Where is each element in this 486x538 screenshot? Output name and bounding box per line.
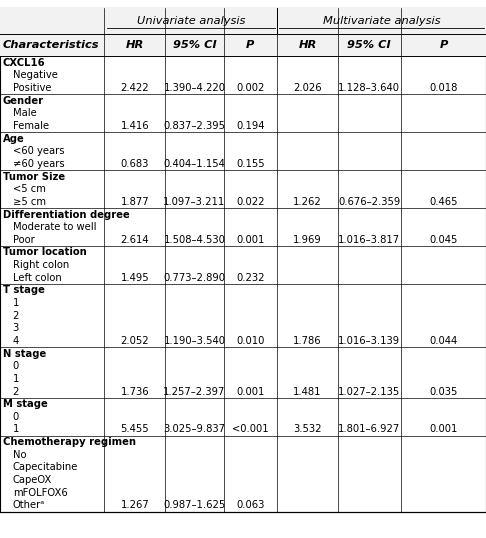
Text: 0.194: 0.194 [236,121,264,131]
Text: 1.257–2.397: 1.257–2.397 [163,386,226,397]
Text: 95% CI: 95% CI [173,40,216,50]
Text: Poor: Poor [13,235,35,245]
Text: 0.010: 0.010 [236,336,264,346]
Text: 2.614: 2.614 [121,235,149,245]
Text: 0.837–2.395: 0.837–2.395 [163,121,226,131]
Text: 3: 3 [13,323,19,334]
Text: 0: 0 [13,361,19,371]
Text: 3.532: 3.532 [293,424,322,435]
Text: 1.877: 1.877 [121,197,149,207]
Text: ≠60 years: ≠60 years [13,159,64,169]
Text: 5.455: 5.455 [121,424,149,435]
Text: 2.422: 2.422 [121,83,149,93]
Text: M stage: M stage [3,399,48,409]
Text: T stage: T stage [3,285,45,295]
Text: 1.016–3.817: 1.016–3.817 [338,235,400,245]
Text: Moderate to well: Moderate to well [13,222,96,232]
Text: 1.736: 1.736 [121,386,149,397]
Text: CXCL16: CXCL16 [3,58,46,68]
Text: 0.045: 0.045 [429,235,458,245]
Text: 0.001: 0.001 [236,235,264,245]
Text: 0.404–1.154: 0.404–1.154 [163,159,226,169]
Text: 0.683: 0.683 [121,159,149,169]
Text: 1.969: 1.969 [293,235,322,245]
Text: 0.001: 0.001 [236,386,264,397]
Text: 1.481: 1.481 [293,386,322,397]
Text: 3.025–9.837: 3.025–9.837 [163,424,226,435]
Text: No: No [13,450,26,460]
Text: 1.190–3.540: 1.190–3.540 [163,336,226,346]
Text: 0: 0 [13,412,19,422]
Text: Differentiation degree: Differentiation degree [3,209,130,220]
Text: Characteristics: Characteristics [2,40,99,50]
Text: 0.002: 0.002 [236,83,264,93]
Text: 1: 1 [13,424,19,435]
Text: 1.262: 1.262 [293,197,322,207]
Text: 0.044: 0.044 [429,336,458,346]
Text: 2.026: 2.026 [293,83,322,93]
Text: Gender: Gender [3,96,44,106]
Text: HR: HR [298,40,316,50]
Text: 1.128–3.640: 1.128–3.640 [338,83,400,93]
Text: 0.001: 0.001 [429,424,458,435]
Text: 1.495: 1.495 [121,273,149,283]
Text: 1.786: 1.786 [293,336,322,346]
Bar [0,34,486,56]
Text: HR: HR [126,40,144,50]
Text: Negative: Negative [13,70,57,81]
Text: 1.267: 1.267 [121,500,149,511]
Text: Capecitabine: Capecitabine [13,462,78,472]
Text: 0.018: 0.018 [429,83,458,93]
Text: 0.232: 0.232 [236,273,264,283]
Text: 0.987–1.625: 0.987–1.625 [163,500,226,511]
Text: Chemotherapy regimen: Chemotherapy regimen [3,437,136,447]
Bar [0,8,486,34]
Text: Positive: Positive [13,83,51,93]
Text: 0.022: 0.022 [236,197,264,207]
Text: 0.035: 0.035 [429,386,458,397]
Text: Univariate analysis: Univariate analysis [137,16,245,26]
Text: 1.416: 1.416 [121,121,149,131]
Text: 1.097–3.211: 1.097–3.211 [163,197,226,207]
Text: P: P [246,40,255,50]
Text: 95% CI: 95% CI [347,40,391,50]
Text: Male: Male [13,108,36,118]
Text: P: P [439,40,448,50]
Text: 1.508–4.530: 1.508–4.530 [163,235,226,245]
Text: 2: 2 [13,386,19,397]
Text: Left colon: Left colon [13,273,61,283]
Text: 1.016–3.139: 1.016–3.139 [338,336,400,346]
Text: Female: Female [13,121,49,131]
Text: <0.001: <0.001 [232,424,269,435]
Text: Right colon: Right colon [13,260,69,270]
Text: 2: 2 [13,310,19,321]
Text: 0.773–2.890: 0.773–2.890 [163,273,226,283]
Text: mFOLFOX6: mFOLFOX6 [13,487,68,498]
Text: 0.676–2.359: 0.676–2.359 [338,197,400,207]
Text: Age: Age [3,133,25,144]
Text: 1.801–6.927: 1.801–6.927 [338,424,400,435]
Text: Multivariate analysis: Multivariate analysis [323,16,440,26]
Text: 2.052: 2.052 [121,336,149,346]
Text: 1.027–2.135: 1.027–2.135 [338,386,400,397]
Text: <60 years: <60 years [13,146,64,157]
Text: Tumor Size: Tumor Size [3,172,65,182]
Text: 0.063: 0.063 [236,500,264,511]
Text: 1: 1 [13,374,19,384]
Text: <5 cm: <5 cm [13,184,46,194]
Text: N stage: N stage [3,349,46,359]
Text: Otherᵃ: Otherᵃ [13,500,45,511]
Text: 1: 1 [13,298,19,308]
Text: ≥5 cm: ≥5 cm [13,197,46,207]
Text: 0.155: 0.155 [236,159,264,169]
Text: 0.465: 0.465 [429,197,458,207]
Text: 1.390–4.220: 1.390–4.220 [163,83,226,93]
Text: Tumor location: Tumor location [3,247,87,258]
Text: CapeOX: CapeOX [13,475,52,485]
Text: 4: 4 [13,336,19,346]
